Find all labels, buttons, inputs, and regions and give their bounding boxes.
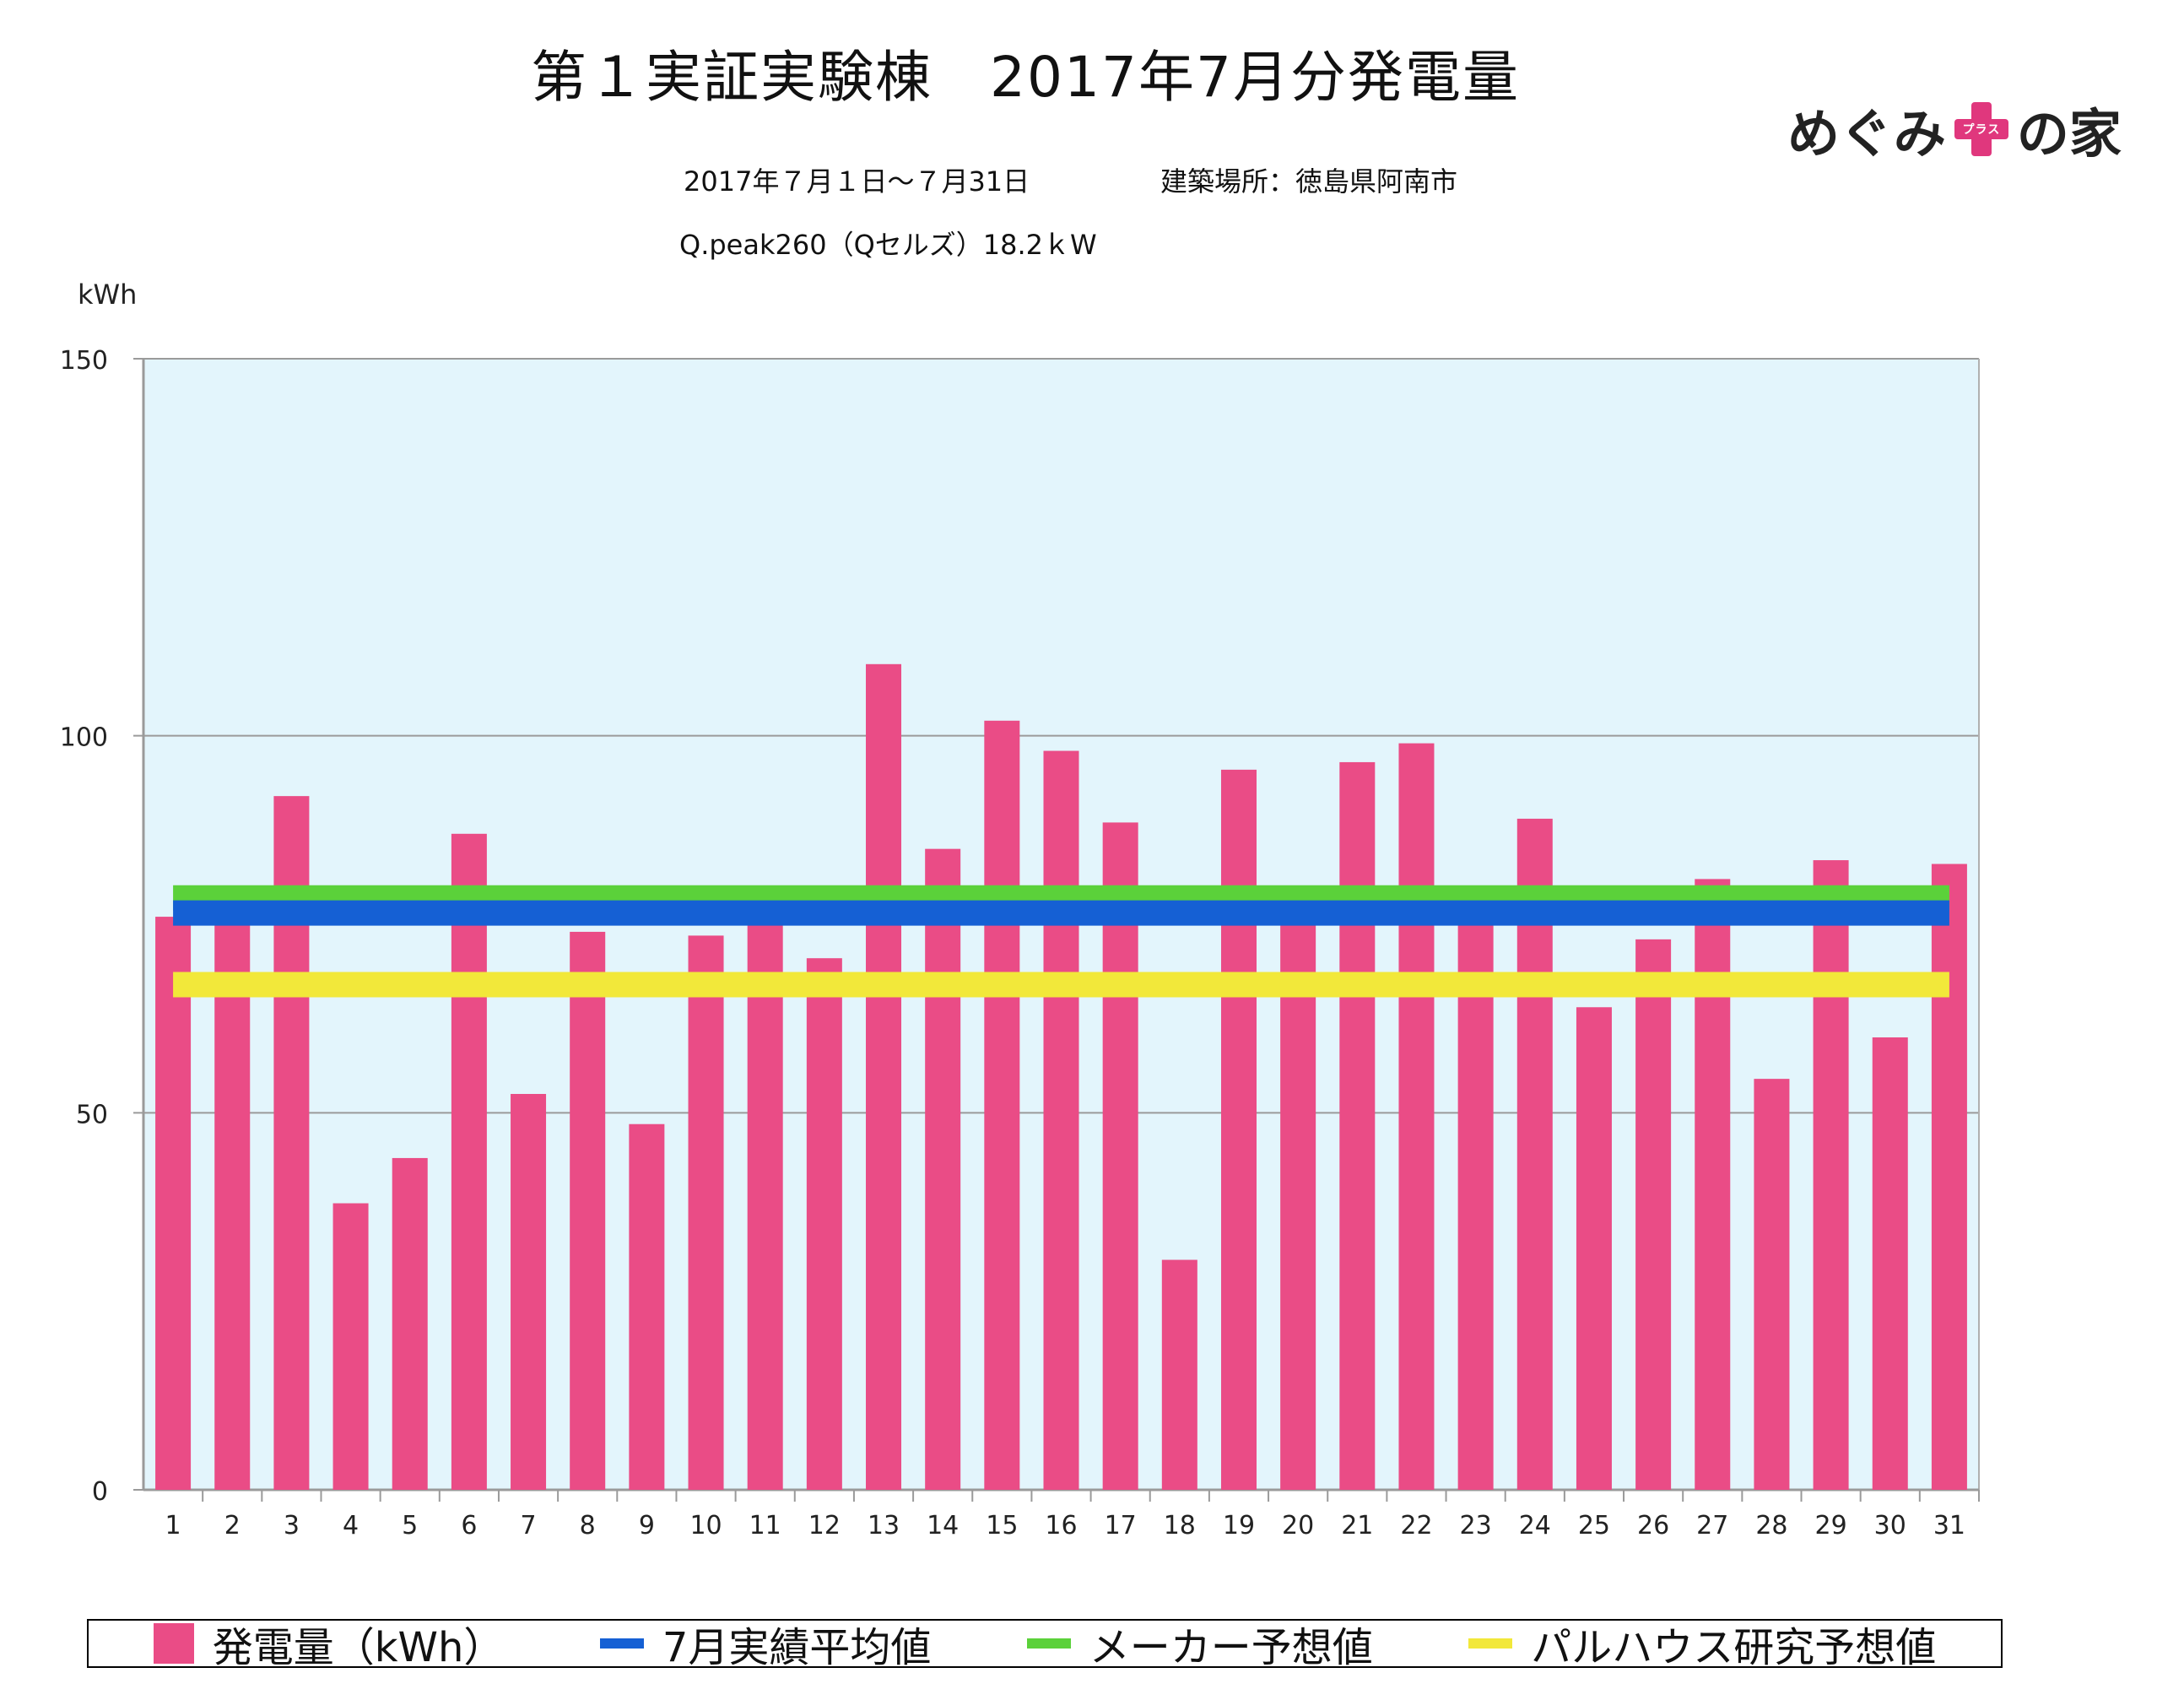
logo-text-right: の家 bbox=[2016, 103, 2122, 165]
x-tick-label: 21 bbox=[1341, 1511, 1373, 1540]
x-tick-label: 4 bbox=[343, 1511, 359, 1540]
x-tick-label: 23 bbox=[1460, 1511, 1492, 1540]
bar bbox=[747, 917, 783, 1490]
legend-item-actual-average: 7月実績平均値 bbox=[599, 1614, 932, 1673]
bar bbox=[629, 1123, 665, 1490]
x-tick-label: 12 bbox=[808, 1511, 841, 1540]
chart-legend: 発電量（kWh） 7月実績平均値 メーカー予想値 パルハウス研究予想値 bbox=[87, 1619, 2003, 1671]
bar bbox=[511, 1094, 547, 1490]
legend-item-generation: 発電量（kWh） bbox=[153, 1614, 505, 1673]
x-tick-label: 25 bbox=[1578, 1511, 1610, 1540]
plus-icon: プラス bbox=[1954, 102, 2008, 156]
bar bbox=[1576, 1007, 1612, 1490]
x-tick-label: 6 bbox=[461, 1511, 477, 1540]
x-tick-label: 30 bbox=[1874, 1511, 1906, 1540]
x-tick-label: 18 bbox=[1164, 1511, 1196, 1540]
bar bbox=[1931, 864, 1967, 1490]
legend-label-actual-average: 7月実績平均値 bbox=[662, 1624, 932, 1671]
x-tick-label: 13 bbox=[868, 1511, 900, 1540]
bar bbox=[925, 848, 961, 1490]
legend-label-maker-forecast: メーカー予想値 bbox=[1089, 1624, 1373, 1671]
logo-plus-label: プラス bbox=[1962, 123, 2001, 137]
bar bbox=[866, 663, 902, 1490]
legend-swatch-maker-forecast bbox=[1026, 1638, 1071, 1649]
y-axis-unit: kWh bbox=[78, 279, 138, 311]
x-tick-label: 11 bbox=[749, 1511, 781, 1540]
x-tick-label: 3 bbox=[284, 1511, 300, 1540]
bar bbox=[1339, 761, 1376, 1490]
bar bbox=[451, 833, 487, 1490]
x-tick-label: 20 bbox=[1282, 1511, 1314, 1540]
panel-spec-text: Q.peak260（Qセルズ）18.2ｋW bbox=[679, 229, 1097, 261]
bar bbox=[392, 1157, 428, 1490]
location-text: 建築場所：徳島県阿南市 bbox=[1160, 165, 1458, 198]
y-tick-label: 0 bbox=[92, 1477, 108, 1507]
x-tick-label: 10 bbox=[689, 1511, 722, 1540]
bar bbox=[1754, 1079, 1790, 1490]
x-tick-label: 9 bbox=[639, 1511, 655, 1540]
legend-item-maker-forecast: メーカー予想値 bbox=[1026, 1614, 1373, 1673]
x-tick-label: 15 bbox=[986, 1511, 1018, 1540]
legend-swatch-research-forecast bbox=[1468, 1638, 1513, 1649]
x-tick-label: 28 bbox=[1755, 1511, 1787, 1540]
x-tick-label: 14 bbox=[927, 1511, 959, 1540]
bar bbox=[1695, 879, 1731, 1490]
x-tick-label: 31 bbox=[1933, 1511, 1965, 1540]
x-tick-label: 5 bbox=[402, 1511, 418, 1540]
legend-label-generation: 発電量（kWh） bbox=[212, 1624, 505, 1671]
brand-logo: めぐみ プラス の家 bbox=[1787, 91, 2122, 167]
period-text: 2017年７月１日〜７月31日 bbox=[684, 165, 1030, 198]
bar bbox=[1398, 743, 1435, 1490]
legend-label-research-forecast: パルハウス研究予想値 bbox=[1531, 1624, 1937, 1671]
y-tick-label: 100 bbox=[60, 723, 108, 753]
logo-text-left: めぐみ bbox=[1787, 103, 1946, 165]
bar bbox=[155, 917, 192, 1490]
bar bbox=[1516, 818, 1553, 1490]
x-tick-label: 22 bbox=[1400, 1511, 1432, 1540]
bar bbox=[1635, 939, 1672, 1490]
x-tick-label: 7 bbox=[521, 1511, 537, 1540]
bar bbox=[1102, 822, 1138, 1490]
bar bbox=[688, 935, 724, 1490]
chart-title: 第１実証実験棟 2017年7月分発電量 bbox=[531, 45, 1520, 110]
bar bbox=[1872, 1037, 1908, 1490]
x-tick-label: 29 bbox=[1815, 1511, 1847, 1540]
bar bbox=[984, 720, 1020, 1490]
x-tick-label: 16 bbox=[1045, 1511, 1077, 1540]
bar bbox=[1043, 750, 1079, 1490]
x-tick-label: 8 bbox=[580, 1511, 596, 1540]
legend-swatch-actual-average bbox=[599, 1638, 644, 1649]
x-tick-label: 19 bbox=[1223, 1511, 1255, 1540]
bar bbox=[570, 931, 606, 1490]
bar bbox=[1457, 917, 1494, 1490]
bar bbox=[1161, 1259, 1197, 1490]
legend-swatch-generation bbox=[153, 1623, 194, 1664]
bar bbox=[1220, 769, 1257, 1490]
x-tick-label: 2 bbox=[224, 1511, 241, 1540]
bar bbox=[1280, 917, 1316, 1490]
x-tick-label: 17 bbox=[1105, 1511, 1137, 1540]
bar bbox=[214, 917, 251, 1490]
bar bbox=[806, 958, 842, 1490]
y-tick-label: 50 bbox=[76, 1100, 108, 1129]
bar bbox=[332, 1203, 369, 1490]
x-tick-label: 24 bbox=[1519, 1511, 1551, 1540]
x-tick-label: 1 bbox=[165, 1511, 181, 1540]
legend-item-research-forecast: パルハウス研究予想値 bbox=[1468, 1614, 1936, 1673]
x-tick-label: 27 bbox=[1696, 1511, 1728, 1540]
y-tick-label: 150 bbox=[60, 346, 108, 376]
x-tick-label: 26 bbox=[1637, 1511, 1669, 1540]
bar bbox=[1813, 860, 1849, 1490]
